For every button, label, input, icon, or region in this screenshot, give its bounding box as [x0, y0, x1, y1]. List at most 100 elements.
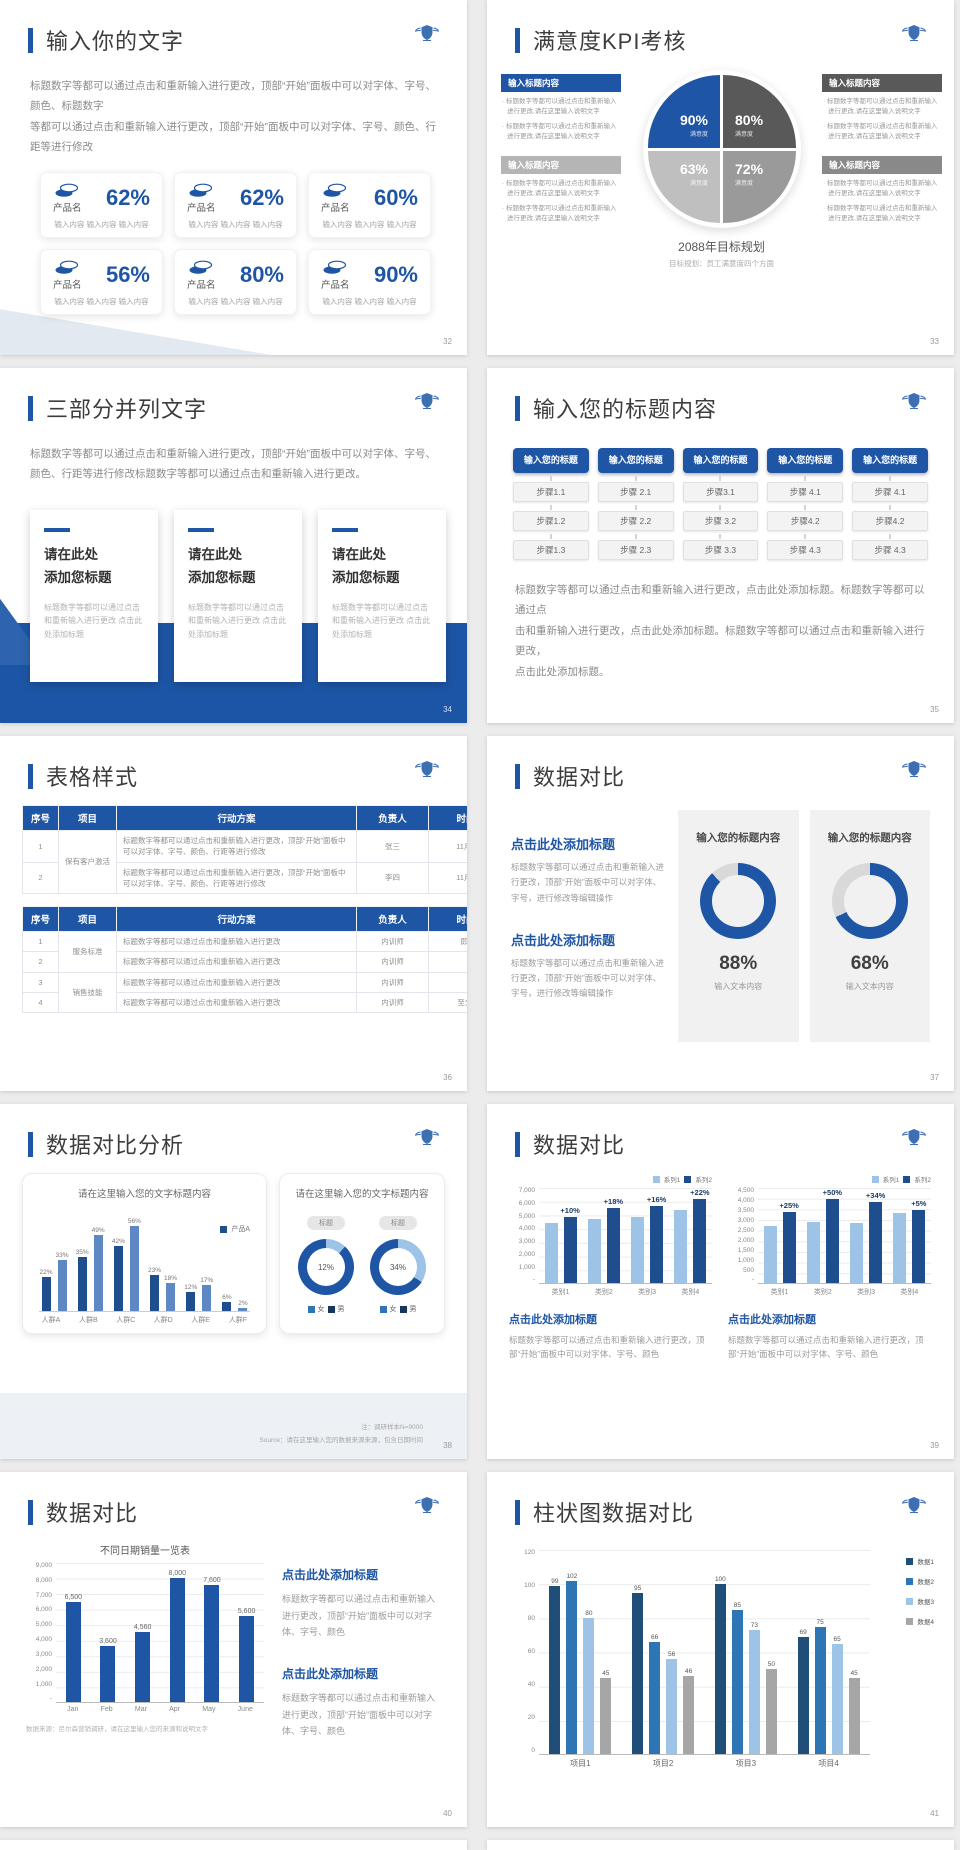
bar	[166, 1283, 176, 1311]
product-sub: 输入内容 输入内容 输入内容	[188, 219, 283, 229]
slide-34-thumbnail[interactable]: 三部分并列文字 标题数字等都可以通过点击和重新输入进行更改，顶部“开始”面板中可…	[0, 368, 467, 723]
step-cell: 步骤 3.3	[682, 534, 759, 560]
step-column-header: 输入您的标题	[852, 448, 928, 473]
bar-group: +22%	[672, 1188, 710, 1283]
brand-logo-icon	[901, 1496, 927, 1519]
legend-label: 男	[337, 1306, 345, 1313]
pie-label: 满意度	[689, 131, 708, 138]
card-title: 请在这里输入您的文字标题内容	[295, 1189, 429, 1200]
body-paragraph: 标题数字等都可以通过点击和重新输入进行更改，顶部“开始”面板中可以对字体、字号、…	[0, 56, 467, 158]
slide-39-thumbnail[interactable]: 数据对比 系列1 系列2 7,000 6,000 5,000 4,000 3,000 2,0…	[487, 1104, 954, 1459]
brand-logo-icon	[901, 392, 927, 415]
kpi-bullet: 标题数字等都可以通过点击和重新输入进行更改,请在这里输入说明文字	[822, 97, 942, 117]
x-label: 人群D	[153, 1317, 173, 1324]
caption-text: 标题数字等都可以通过点击和重新输入进行更改，顶部“开始”面板中可以对字体、字号，…	[511, 957, 665, 999]
slide-41-thumbnail[interactable]: 柱状图数据对比 数据1 数据2 数据3 数据4 120 100 80 60 40 20 0 …	[487, 1472, 954, 1827]
card-title-line: 添加您标题	[44, 569, 112, 585]
product-label: 产品名	[53, 202, 82, 214]
bar-group: +50%	[805, 1188, 842, 1283]
bar-value: 80	[585, 1610, 593, 1618]
bar-value: 46	[685, 1667, 693, 1675]
page-number: 40	[443, 1809, 452, 1818]
kpi-box: 输入标题内容 标题数字等都可以通过点击和重新输入进行更改,请在这里输入说明文字 …	[822, 74, 942, 142]
caption-block: 点击此处添加标题 标题数字等都可以通过点击和重新输入进行更改，顶部“开始”面板中…	[282, 1566, 441, 1641]
brand-logo-icon	[414, 24, 440, 47]
step-cell: 步骤1.2	[513, 505, 589, 531]
bar-value: 73	[750, 1621, 758, 1629]
bar-value: 50	[767, 1661, 775, 1668]
table-row: 4 标题数字等都可以通过点击和重新输入进行更改 内训师 至少1次/月	[22, 991, 467, 1014]
slide-40-thumbnail[interactable]: 数据对比 不同日期销量一览表 9,000 8,000 7,000 6,000 5,000…	[0, 1472, 467, 1827]
chart-card-row: 请在这里输入您的文字标题内容 产品A 22% 33% 35% 49% 42% 5…	[22, 1173, 445, 1334]
bar	[666, 1658, 678, 1754]
slide-37-thumbnail[interactable]: 数据对比 点击此处添加标题 标题数字等都可以通过点击和重新输入进行更改，顶部“开…	[487, 736, 954, 1091]
slide-33-thumbnail[interactable]: 满意度KPI考核 输入标题内容 标题数字等都可以通过点击和重新输入进行更改,请在…	[487, 0, 954, 355]
card-title-line: 请在此处	[332, 547, 386, 562]
slide-title: 数据对比	[533, 1133, 626, 1158]
slide-title: 柱状图数据对比	[533, 1501, 695, 1526]
bar-value: 75	[816, 1618, 824, 1626]
col-header: 负责人	[356, 805, 429, 831]
y-axis: 4,500 4,000 3,500 3,000 2,500 2,000 1,500 1,000…	[737, 1187, 754, 1284]
bar-value: 56	[668, 1650, 676, 1658]
donut-unit: 标题 34% 女男	[370, 1216, 426, 1314]
slide-38-thumbnail[interactable]: 数据对比分析 请在这里输入您的文字标题内容 产品A 22% 33% 35% 49…	[0, 1104, 467, 1459]
step-column-header: 输入您的标题	[767, 448, 844, 473]
legend-label: 数据2	[917, 1579, 934, 1586]
cell: 3	[22, 971, 59, 993]
title-accent-bar	[515, 1499, 520, 1525]
slide-36-thumbnail[interactable]: 表格样式 序号 项目 行动方案 负责人 时间节点 1 保有客户激活 标题数字等都…	[0, 736, 467, 1091]
bar-group: 6% 2%	[220, 1218, 250, 1311]
accent-dash	[332, 528, 358, 532]
cell: 标题数字等都可以通过点击和重新输入进行更改	[116, 971, 357, 993]
legend-swatch	[906, 1597, 914, 1605]
slide-35-thumbnail[interactable]: 输入您的标题内容 输入您的标题 步骤1.1 步骤1.2 步骤1.3 输入您的标题…	[487, 368, 954, 723]
bar	[113, 1245, 123, 1311]
slide-43-thumbnail-partial[interactable]	[487, 1840, 954, 1850]
x-axis-labels: 类别1 类别2 类别3 类别4	[770, 1289, 919, 1296]
donut-percent: 12%	[317, 1262, 334, 1272]
step-column-header: 输入您的标题	[513, 448, 589, 473]
step-cell: 步骤4.2	[852, 505, 928, 531]
slide-title: 三部分并列文字	[46, 397, 208, 422]
accent-dash	[44, 528, 70, 532]
pie-value: 72%	[735, 160, 764, 177]
cell: 2	[22, 861, 59, 894]
paragraph-line: 击和重新输入进行更改，点击此处添加标题。标题数字等都可以通过点击和重新输入进行更…	[515, 624, 925, 658]
bar	[674, 1209, 688, 1283]
bar-value: 6,500	[64, 1593, 83, 1601]
bar-chart: +25% +50% +34% +5%	[758, 1188, 931, 1284]
chart-title: 不同日期销量一览表	[100, 1546, 190, 1557]
y-axis: 7,000 6,000 5,000 4,000 3,000 2,000 1,000-	[518, 1187, 535, 1284]
cell: 标题数字等都可以通过点击和重新输入进行更改，顶部“开始”面板中可以对字体、字号、…	[116, 861, 357, 894]
legend-label: 系列2	[695, 1177, 712, 1184]
bar	[782, 1211, 796, 1283]
kpi-layout: 输入标题内容 标题数字等都可以通过点击和重新输入进行更改,请在这里输入说明文字 …	[501, 68, 942, 269]
source-note: 数据来源：尼尔森营销调研，请在这里输入您的来源和说明文字	[26, 1726, 208, 1733]
legend-swatch	[871, 1175, 879, 1183]
caption-column: 点击此处添加标题 标题数字等都可以通过点击和重新输入进行更改，顶部“开始”面板中…	[282, 1542, 441, 1740]
accent-dash	[188, 528, 214, 532]
step-column: 输入您的标题 步骤 4.1 步骤4.2 步骤 4.3	[767, 448, 844, 560]
pie-quadrant: 63% 满意度	[647, 150, 720, 223]
legend-swatch	[906, 1577, 914, 1585]
page-number: 36	[443, 1073, 452, 1082]
kpi-bullet: 标题数字等都可以通过点击和重新输入进行更改,请在这里输入说明文字	[501, 179, 621, 199]
donut-panel: 输入您的标题内容 88% 输入文本内容	[678, 810, 799, 1042]
donut-chart-card: 请在这里输入您的文字标题内容 标题 12% 女男 标题 34% 女男	[279, 1173, 445, 1334]
kpi-box-header: 输入标题内容	[822, 74, 942, 92]
x-label: 人群A	[41, 1317, 61, 1324]
step-column: 输入您的标题 步骤3.1 步骤 3.2 步骤 3.3	[682, 448, 759, 560]
product-percent: 56%	[105, 261, 150, 287]
slide-32-thumbnail[interactable]: 输入你的文字 标题数字等都可以通过点击和重新输入进行更改，顶部“开始”面板中可以…	[0, 0, 467, 355]
slide-42-thumbnail-partial[interactable]	[0, 1840, 467, 1850]
bar	[93, 1235, 103, 1311]
bar	[77, 1256, 87, 1311]
bar	[714, 1584, 726, 1754]
bar-chart: 产品A 22% 33% 35% 49% 42% 56% 23	[33, 1218, 256, 1325]
card-title-line: 请在此处	[44, 547, 98, 562]
bar-chart-panel: 系列1 系列2 7,000 6,000 5,000 4,000 3,000 2,000 1,0…	[509, 1174, 712, 1362]
slide-header: 输入你的文字	[0, 0, 467, 56]
step-cell: 步骤 2.2	[597, 505, 674, 531]
slide-title: 数据对比	[533, 765, 626, 790]
